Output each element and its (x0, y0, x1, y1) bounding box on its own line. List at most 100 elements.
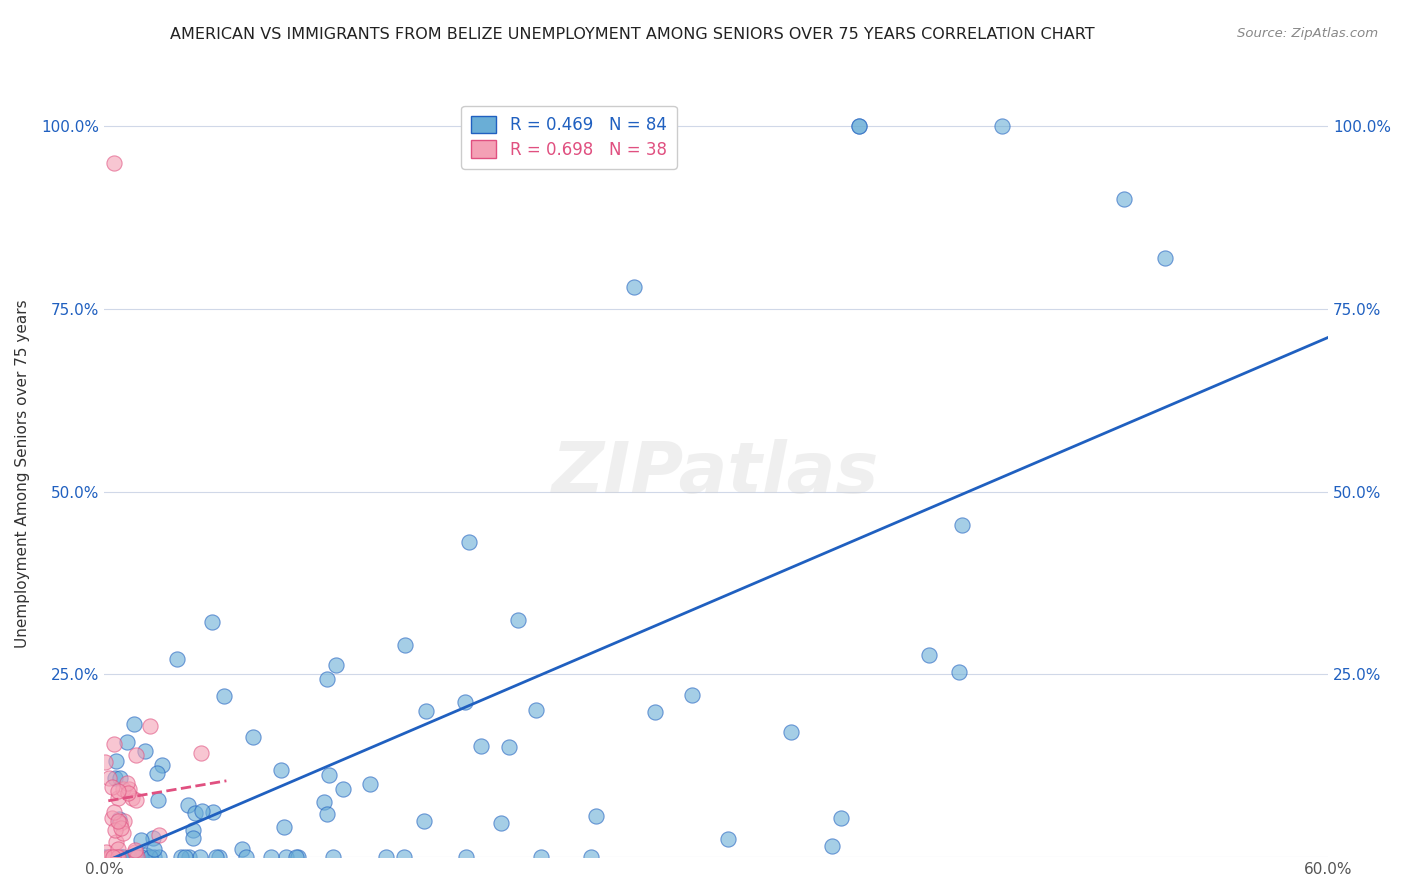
Point (124, 845, 146, 859)
Point (170, 850, 193, 864)
Point (312, 795, 335, 809)
Point (94, 850, 117, 864)
Point (948, 665, 970, 679)
Point (821, 838, 844, 853)
Point (394, 850, 416, 864)
Point (103, 737, 125, 751)
Point (274, 850, 297, 864)
Point (585, 809, 607, 823)
Point (412, 814, 434, 829)
Point (97, 850, 120, 864)
Point (104, 771, 127, 785)
Point (112, 814, 135, 828)
Point (97, 771, 120, 785)
Y-axis label: Unemployment Among Seniors over 75 years: Unemployment Among Seniors over 75 years (15, 299, 30, 648)
Point (142, 850, 165, 864)
Point (332, 782, 354, 797)
Point (260, 850, 283, 864)
Point (848, 119, 870, 133)
Point (270, 764, 292, 778)
Point (644, 705, 666, 719)
Point (316, 806, 339, 821)
Point (101, 850, 124, 864)
Point (177, 850, 200, 864)
Point (273, 820, 295, 834)
Point (122, 717, 145, 731)
Point (201, 615, 224, 630)
Point (142, 831, 165, 846)
Point (284, 850, 307, 864)
Point (316, 672, 339, 686)
Point (98, 850, 121, 864)
Point (498, 739, 520, 754)
Point (458, 534, 481, 549)
Point (190, 746, 212, 760)
Point (108, 816, 131, 830)
Point (506, 613, 529, 627)
Point (489, 815, 512, 830)
Point (415, 704, 437, 718)
Point (108, 771, 131, 785)
Point (104, 823, 127, 838)
Point (105, 835, 128, 849)
Point (1154, 251, 1177, 265)
Point (103, 805, 125, 819)
Point (235, 850, 257, 864)
Point (104, 754, 127, 768)
Point (152, 758, 174, 772)
Text: ZIPatlas: ZIPatlas (553, 439, 880, 508)
Point (103, 155, 125, 169)
Point (322, 850, 344, 864)
Point (530, 850, 553, 864)
Point (125, 793, 148, 807)
Point (125, 850, 148, 864)
Point (107, 812, 129, 826)
Point (124, 747, 146, 762)
Point (623, 280, 645, 294)
Point (111, 850, 134, 864)
Point (146, 766, 169, 780)
Point (173, 850, 195, 864)
Point (191, 805, 214, 819)
Point (107, 850, 129, 864)
Point (454, 696, 477, 710)
Point (181, 822, 204, 837)
Point (107, 791, 129, 805)
Point (204, 850, 226, 864)
Point (184, 805, 207, 820)
Point (359, 777, 381, 791)
Point (681, 688, 703, 702)
Point (188, 850, 211, 864)
Point (105, 850, 128, 864)
Point (115, 776, 138, 790)
Point (110, 821, 132, 835)
Point (94, 755, 117, 769)
Legend: R = 0.469   N = 84, R = 0.698   N = 38: R = 0.469 N = 84, R = 0.698 N = 38 (461, 105, 676, 169)
Text: AMERICAN VS IMMIGRANTS FROM BELIZE UNEMPLOYMENT AMONG SENIORS OVER 75 YEARS CORR: AMERICAN VS IMMIGRANTS FROM BELIZE UNEMP… (170, 27, 1095, 42)
Text: Source: ZipAtlas.com: Source: ZipAtlas.com (1237, 27, 1378, 40)
Point (208, 850, 231, 864)
Point (181, 830, 204, 845)
Point (287, 850, 309, 864)
Point (231, 842, 253, 856)
Point (107, 784, 129, 798)
Point (139, 850, 162, 864)
Point (96, 845, 118, 859)
Point (848, 119, 870, 133)
Point (148, 793, 170, 807)
Point (111, 850, 134, 864)
Point (129, 832, 152, 847)
Point (124, 843, 146, 857)
Point (117, 782, 139, 797)
Point (121, 790, 143, 805)
Point (111, 825, 134, 839)
Point (98, 850, 121, 864)
Point (579, 850, 602, 864)
Point (118, 850, 141, 864)
Point (201, 805, 224, 820)
Point (375, 850, 398, 864)
Point (107, 842, 129, 856)
Point (779, 724, 801, 739)
Point (117, 786, 139, 800)
Point (717, 832, 740, 847)
